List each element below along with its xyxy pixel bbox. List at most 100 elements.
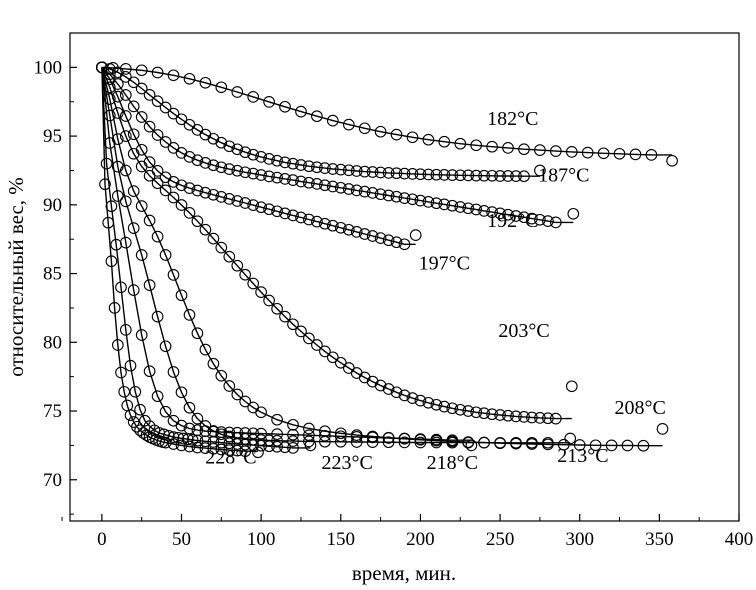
data-point — [119, 63, 132, 75]
data-point — [366, 166, 379, 178]
data-point — [326, 351, 339, 364]
data-point — [342, 223, 355, 236]
series-223°C — [96, 61, 317, 454]
y-tick-label: 95 — [43, 126, 62, 147]
data-point — [510, 170, 522, 182]
data-point — [119, 195, 132, 208]
data-point — [102, 216, 115, 229]
x-axis-title: время, мин. — [352, 561, 456, 585]
data-point — [502, 409, 514, 422]
data-point — [135, 200, 148, 212]
data-point — [191, 412, 204, 425]
data-point — [177, 432, 189, 445]
x-tick-label: 150 — [327, 529, 356, 550]
data-point — [271, 205, 283, 218]
data-point — [366, 375, 379, 388]
data-point — [382, 383, 395, 395]
data-point — [478, 169, 490, 182]
data-point — [494, 170, 506, 182]
data-point — [159, 405, 172, 418]
data-point — [215, 436, 228, 449]
data-point — [334, 181, 347, 194]
data-point — [279, 156, 291, 169]
data-point — [223, 437, 236, 450]
data-point — [223, 444, 236, 456]
data-point — [438, 135, 451, 148]
data-point — [311, 161, 323, 174]
data-point — [223, 163, 236, 175]
data-point — [486, 169, 498, 182]
fit-line — [101, 66, 540, 177]
data-point — [167, 431, 180, 443]
data-point — [478, 205, 490, 217]
data-point — [199, 343, 212, 356]
data-point — [167, 191, 180, 204]
data-point — [247, 427, 260, 440]
data-point — [279, 100, 291, 113]
data-point — [398, 436, 411, 449]
fit-line — [101, 66, 673, 156]
data-point — [303, 422, 315, 435]
data-point — [534, 144, 546, 156]
data-point — [478, 436, 490, 449]
data-point — [454, 403, 467, 416]
data-point — [565, 146, 578, 158]
data-point — [159, 101, 172, 114]
data-point — [263, 153, 275, 165]
data-point — [255, 427, 267, 440]
data-point — [215, 443, 228, 456]
x-tick-label: 200 — [406, 529, 435, 550]
data-point — [295, 159, 307, 171]
data-point — [303, 160, 315, 173]
data-point — [629, 148, 642, 161]
data-point — [119, 324, 132, 336]
data-point — [167, 366, 180, 378]
data-point — [510, 410, 522, 423]
data-point — [334, 427, 347, 440]
data-point — [382, 234, 395, 247]
data-point — [263, 203, 275, 216]
data-point — [263, 170, 275, 183]
data-point — [334, 221, 347, 234]
data-point — [271, 413, 283, 426]
data-point — [390, 190, 403, 203]
data-point — [454, 137, 467, 150]
data-point — [175, 113, 188, 126]
data-point — [414, 433, 427, 445]
data-point — [191, 184, 204, 197]
data-point — [438, 400, 451, 413]
data-point — [223, 250, 236, 263]
data-point — [111, 133, 124, 145]
data-point — [151, 310, 164, 323]
data-point — [247, 167, 260, 180]
data-point — [334, 163, 347, 176]
data-point — [326, 219, 339, 232]
data-point — [159, 436, 172, 449]
data-point — [175, 289, 188, 302]
data-point — [287, 442, 299, 454]
data-point — [470, 203, 483, 216]
data-point — [207, 132, 220, 145]
curve-label: 197°C — [419, 252, 470, 274]
data-point — [215, 81, 228, 94]
data-point — [549, 216, 562, 229]
data-point — [518, 170, 530, 183]
data-point — [127, 76, 140, 89]
data-point — [96, 61, 108, 74]
y-tick-label: 90 — [43, 195, 62, 216]
y-tick-label: 100 — [34, 57, 63, 78]
data-point — [191, 441, 204, 454]
data-point — [167, 438, 180, 450]
data-point — [342, 164, 355, 177]
data-point — [143, 365, 156, 378]
curve-label: 192°C — [487, 210, 538, 232]
curve-label: 218°C — [427, 452, 478, 474]
data-point — [518, 411, 530, 423]
data-point — [422, 396, 435, 409]
curve-label: 213°C — [557, 445, 608, 467]
data-point — [255, 151, 267, 163]
data-point — [199, 223, 212, 236]
data-point — [271, 154, 283, 167]
data-point — [137, 427, 150, 439]
data-point — [430, 398, 443, 411]
